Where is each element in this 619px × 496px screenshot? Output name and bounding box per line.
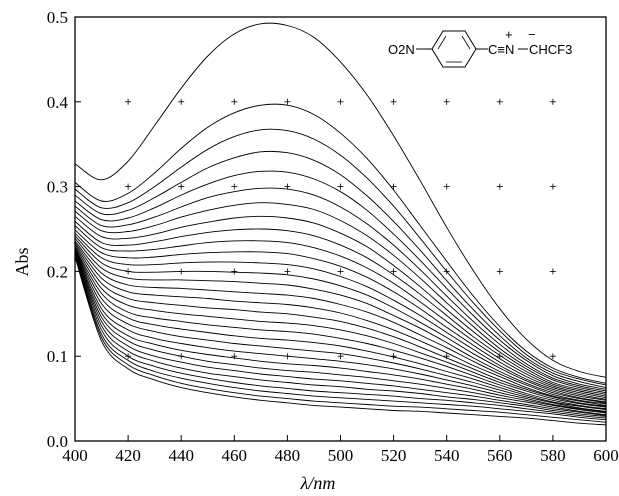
grid-cross-marker (284, 268, 291, 275)
structure-minus-charge: − (528, 27, 536, 42)
y-tick-label: 0.1 (47, 347, 68, 366)
spectrum-line-1 (74, 22, 607, 378)
grid-cross-marker (337, 353, 344, 360)
spectrum-line-25 (74, 252, 607, 417)
grid-cross-marker (231, 268, 238, 275)
grid-cross-marker (231, 183, 238, 190)
grid-cross-marker (337, 268, 344, 275)
spectrum-line-29 (74, 255, 607, 423)
grid-markers (125, 98, 556, 360)
grid-cross-marker (231, 98, 238, 105)
spectrum-line-22 (74, 250, 607, 413)
plot-frame (74, 16, 607, 442)
spectrum-line-4 (74, 150, 607, 389)
x-tick-label: 560 (487, 446, 513, 465)
grid-cross-marker (390, 183, 397, 190)
grid-cross-marker (443, 183, 450, 190)
x-tick-label: 480 (275, 446, 301, 465)
spectrum-line-2 (74, 103, 607, 384)
grid-cross-marker (496, 98, 503, 105)
spectrum-line-15 (74, 240, 607, 405)
grid-cross-marker (549, 183, 556, 190)
structure-trifluoroethyl: CHCF3 (529, 42, 572, 57)
ring-double-bond-2 (461, 35, 471, 50)
grid-cross-marker (125, 183, 132, 190)
spectrum-line-11 (74, 229, 607, 400)
grid-cross-marker (178, 183, 185, 190)
spectrum-line-13 (74, 235, 607, 403)
y-tick-label: 0.0 (47, 432, 68, 451)
grid-cross-marker (443, 98, 450, 105)
spectrum-line-10 (74, 225, 607, 399)
grid-cross-marker (284, 183, 291, 190)
grid-cross-marker (337, 98, 344, 105)
spectrum-line-12 (74, 232, 607, 401)
spectrum-line-24 (74, 251, 607, 416)
x-tick-label: 520 (381, 446, 407, 465)
x-tick-label: 580 (540, 446, 566, 465)
grid-cross-marker (337, 183, 344, 190)
x-tick-label: 500 (328, 446, 354, 465)
ring-double-bond-1 (437, 35, 447, 50)
grid-cross-marker (390, 268, 397, 275)
structure-nitro-group: O2N (388, 42, 415, 57)
x-tick-label: 400 (62, 446, 88, 465)
grid-cross-marker (178, 98, 185, 105)
y-tick-label: 0.4 (47, 93, 69, 112)
x-tick-label: 440 (168, 446, 194, 465)
spectrum-series (74, 22, 607, 426)
x-axis-title: λ/nm (300, 473, 336, 493)
spectrum-line-5 (74, 170, 607, 390)
spectrum-line-14 (74, 238, 607, 404)
y-tick-label: 0.2 (47, 262, 68, 281)
spectrum-line-20 (74, 248, 607, 411)
spectrum-line-19 (74, 247, 607, 410)
spectrum-line-6 (74, 187, 607, 392)
y-tick-label: 0.5 (47, 8, 68, 27)
spectrum-line-23 (74, 250, 607, 414)
x-tick-label: 420 (115, 446, 141, 465)
spectrum-line-16 (74, 242, 607, 406)
spectrum-line-27 (74, 254, 607, 419)
grid-cross-marker (549, 268, 556, 275)
tick-labels: 400 420 440 460 480 500 520 540 560 580 600 0.0 0.1 0… (47, 8, 619, 465)
x-tick-label: 540 (434, 446, 460, 465)
grid-cross-marker (390, 98, 397, 105)
spectrum-line-3 (74, 128, 607, 386)
spectrum-line-21 (74, 249, 607, 412)
spectrum-line-8 (74, 215, 607, 395)
spectrum-line-28 (74, 255, 607, 421)
x-tick-label: 600 (593, 446, 619, 465)
molecule-structure: O2N C≡N + − CHCF3 (388, 27, 572, 68)
spectrum-line-9 (74, 221, 607, 397)
grid-cross-marker (549, 353, 556, 360)
y-tick-label: 0.3 (47, 178, 68, 197)
spectrum-line-17 (74, 244, 607, 407)
structure-plus-charge: + (505, 27, 513, 42)
grid-cross-marker (496, 268, 503, 275)
spectrum-line-7 (74, 202, 607, 394)
grid-cross-marker (125, 98, 132, 105)
grid-cross-marker (549, 98, 556, 105)
y-axis-title: Abs (12, 247, 32, 276)
x-tick-label: 460 (222, 446, 248, 465)
structure-nitrile-ylide: C≡N (488, 42, 514, 57)
axis-ticks (74, 16, 607, 442)
spectrum-line-18 (74, 245, 607, 408)
grid-cross-marker (284, 98, 291, 105)
spectrum-line-30 (74, 256, 607, 426)
grid-cross-marker (496, 183, 503, 190)
spectrum-line-26 (74, 253, 607, 417)
